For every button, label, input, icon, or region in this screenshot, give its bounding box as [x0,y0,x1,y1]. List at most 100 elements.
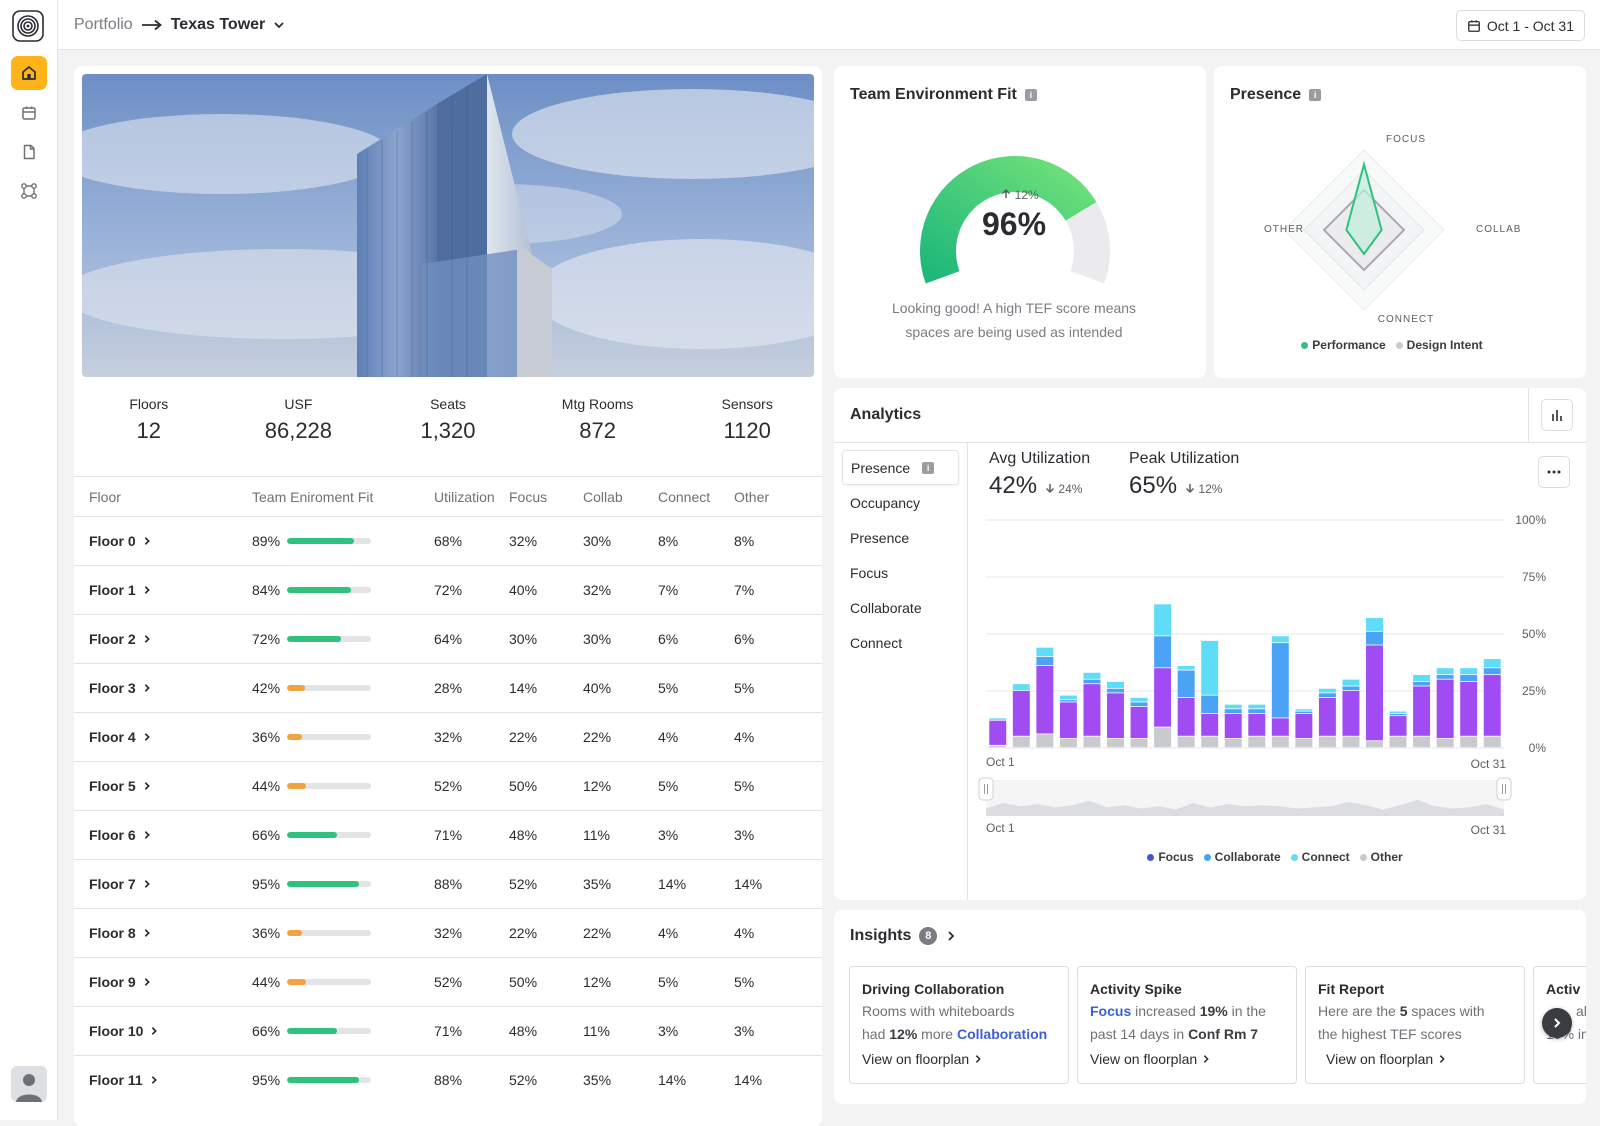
legend-other[interactable]: Other [1359,850,1403,864]
menu-item-presence[interactable]: Presence [842,520,959,555]
menu-item-connect[interactable]: Connect [842,625,959,660]
col-collab[interactable]: Collab [583,488,623,505]
floor-link[interactable]: Floor 11 [89,1056,159,1104]
legend-collaborate[interactable]: Collaborate [1203,850,1281,864]
floor-link[interactable]: Floor 10 [89,1007,159,1055]
bar-collaborate[interactable] [1483,668,1501,675]
more-options-button[interactable] [1538,456,1570,488]
floor-link[interactable]: Floor 8 [89,909,152,957]
col-utilization[interactable]: Utilization [434,488,495,505]
bar-connect[interactable] [1012,684,1030,691]
table-row[interactable]: Floor 1 84% 72% 40% 32% 7% 7% [74,565,822,614]
bar-other[interactable] [1318,736,1336,748]
bar-connect[interactable] [1224,704,1242,709]
bar-focus[interactable] [1318,697,1336,736]
nav-home[interactable] [11,56,47,90]
bar-focus[interactable] [1012,691,1030,736]
bar-focus[interactable] [1107,693,1124,739]
bar-other[interactable] [989,745,1007,748]
table-row[interactable]: Floor 2 72% 64% 30% 30% 6% 6% [74,614,822,663]
bar-focus[interactable] [1389,716,1407,736]
bar-connect[interactable] [1413,675,1431,682]
bar-connect[interactable] [1059,695,1077,700]
floor-link[interactable]: Floor 4 [89,713,152,761]
nav-documents[interactable] [11,135,47,169]
bar-collaborate[interactable] [1436,675,1454,679]
info-icon[interactable]: i [1309,89,1322,101]
floor-link[interactable]: Floor 1 [89,566,152,614]
bar-connect[interactable] [1366,618,1383,631]
bar-collaborate[interactable] [1389,713,1407,716]
bar-other[interactable] [1130,738,1148,748]
bar-connect[interactable] [1483,659,1501,668]
bar-other[interactable] [1154,727,1172,748]
bar-connect[interactable] [1318,688,1336,693]
bar-focus[interactable] [1224,713,1242,739]
bar-collaborate[interactable] [1107,688,1124,693]
bar-collaborate[interactable] [1083,679,1101,684]
insight-card-fit-report[interactable]: Fit Report Here are the 5 spaces with th… [1305,966,1525,1084]
bar-collaborate[interactable] [1224,709,1242,713]
bar-focus[interactable] [1130,706,1148,739]
bar-connect[interactable] [1460,668,1478,675]
nav-calendar[interactable] [11,96,47,130]
bar-other[interactable] [1201,736,1219,748]
info-icon[interactable]: i [1024,89,1037,101]
col-floor[interactable]: Floor [89,488,121,505]
bar-focus[interactable] [1177,697,1195,736]
bar-focus[interactable] [1036,665,1054,734]
bar-other[interactable] [1460,736,1478,748]
bar-focus[interactable] [1366,645,1383,741]
logo-icon[interactable] [12,10,44,42]
insights-next-button[interactable] [1542,1008,1572,1038]
col-connect[interactable]: Connect [658,488,711,505]
chevron-down-icon[interactable] [273,19,285,31]
date-range-button[interactable]: Oct 1 - Oct 31 [1455,10,1585,41]
bar-collaborate[interactable] [1177,670,1195,698]
bar-focus[interactable] [1436,679,1454,739]
table-row[interactable]: Floor 11 95% 88% 52% 35% 14% 14% [74,1055,822,1104]
bar-connect[interactable] [1295,709,1313,711]
table-row[interactable]: Floor 10 66% 71% 48% 11% 3% 3% [74,1006,822,1055]
bar-collaborate[interactable] [1201,695,1219,713]
bar-other[interactable] [1107,738,1124,748]
bar-connect[interactable] [1107,681,1124,688]
floor-link[interactable]: Floor 2 [89,615,152,663]
view-on-floorplan-link[interactable]: View on floorplan [862,1048,1056,1071]
bar-collaborate[interactable] [1154,636,1172,668]
bar-focus[interactable] [1059,702,1077,739]
nav-integrations[interactable] [11,174,47,208]
col-other[interactable]: Other [734,488,770,505]
bar-focus[interactable] [1154,668,1172,727]
table-row[interactable]: Floor 9 44% 52% 50% 12% 5% 5% [74,957,822,1006]
bar-other[interactable] [1295,738,1313,748]
bar-connect[interactable] [1271,636,1289,643]
col-tef[interactable]: Team Eniroment Fit [252,488,374,505]
bar-connect[interactable] [1201,640,1219,695]
bar-other[interactable] [1177,736,1195,748]
floor-link[interactable]: Floor 9 [89,958,152,1006]
brush-handle-left[interactable] [978,777,994,801]
info-icon[interactable]: i [922,461,935,474]
legend-design-intent[interactable]: Design Intent [1395,338,1483,352]
col-focus[interactable]: Focus [509,488,548,505]
bar-other[interactable] [1366,741,1383,748]
legend-focus[interactable]: Focus [1147,850,1194,864]
bar-other[interactable] [1271,736,1289,748]
bar-connect[interactable] [1036,647,1054,656]
bar-connect[interactable] [989,718,1007,720]
menu-item-occupancy[interactable]: Occupancy [842,485,959,520]
floor-link[interactable]: Floor 7 [89,860,152,908]
floor-link[interactable]: Floor 3 [89,664,152,712]
bar-collaborate[interactable] [1366,631,1383,645]
bar-focus[interactable] [1201,713,1219,736]
bar-focus[interactable] [1295,713,1313,739]
bar-focus[interactable] [1342,691,1360,736]
bar-connect[interactable] [1083,672,1101,679]
bar-collaborate[interactable] [1271,643,1289,718]
bar-collaborate[interactable] [1036,656,1054,666]
bar-focus[interactable] [1248,713,1266,736]
table-row[interactable]: Floor 3 42% 28% 14% 40% 5% 5% [74,663,822,712]
table-row[interactable]: Floor 4 36% 32% 22% 22% 4% 4% [74,712,822,761]
bar-focus[interactable] [989,720,1007,745]
